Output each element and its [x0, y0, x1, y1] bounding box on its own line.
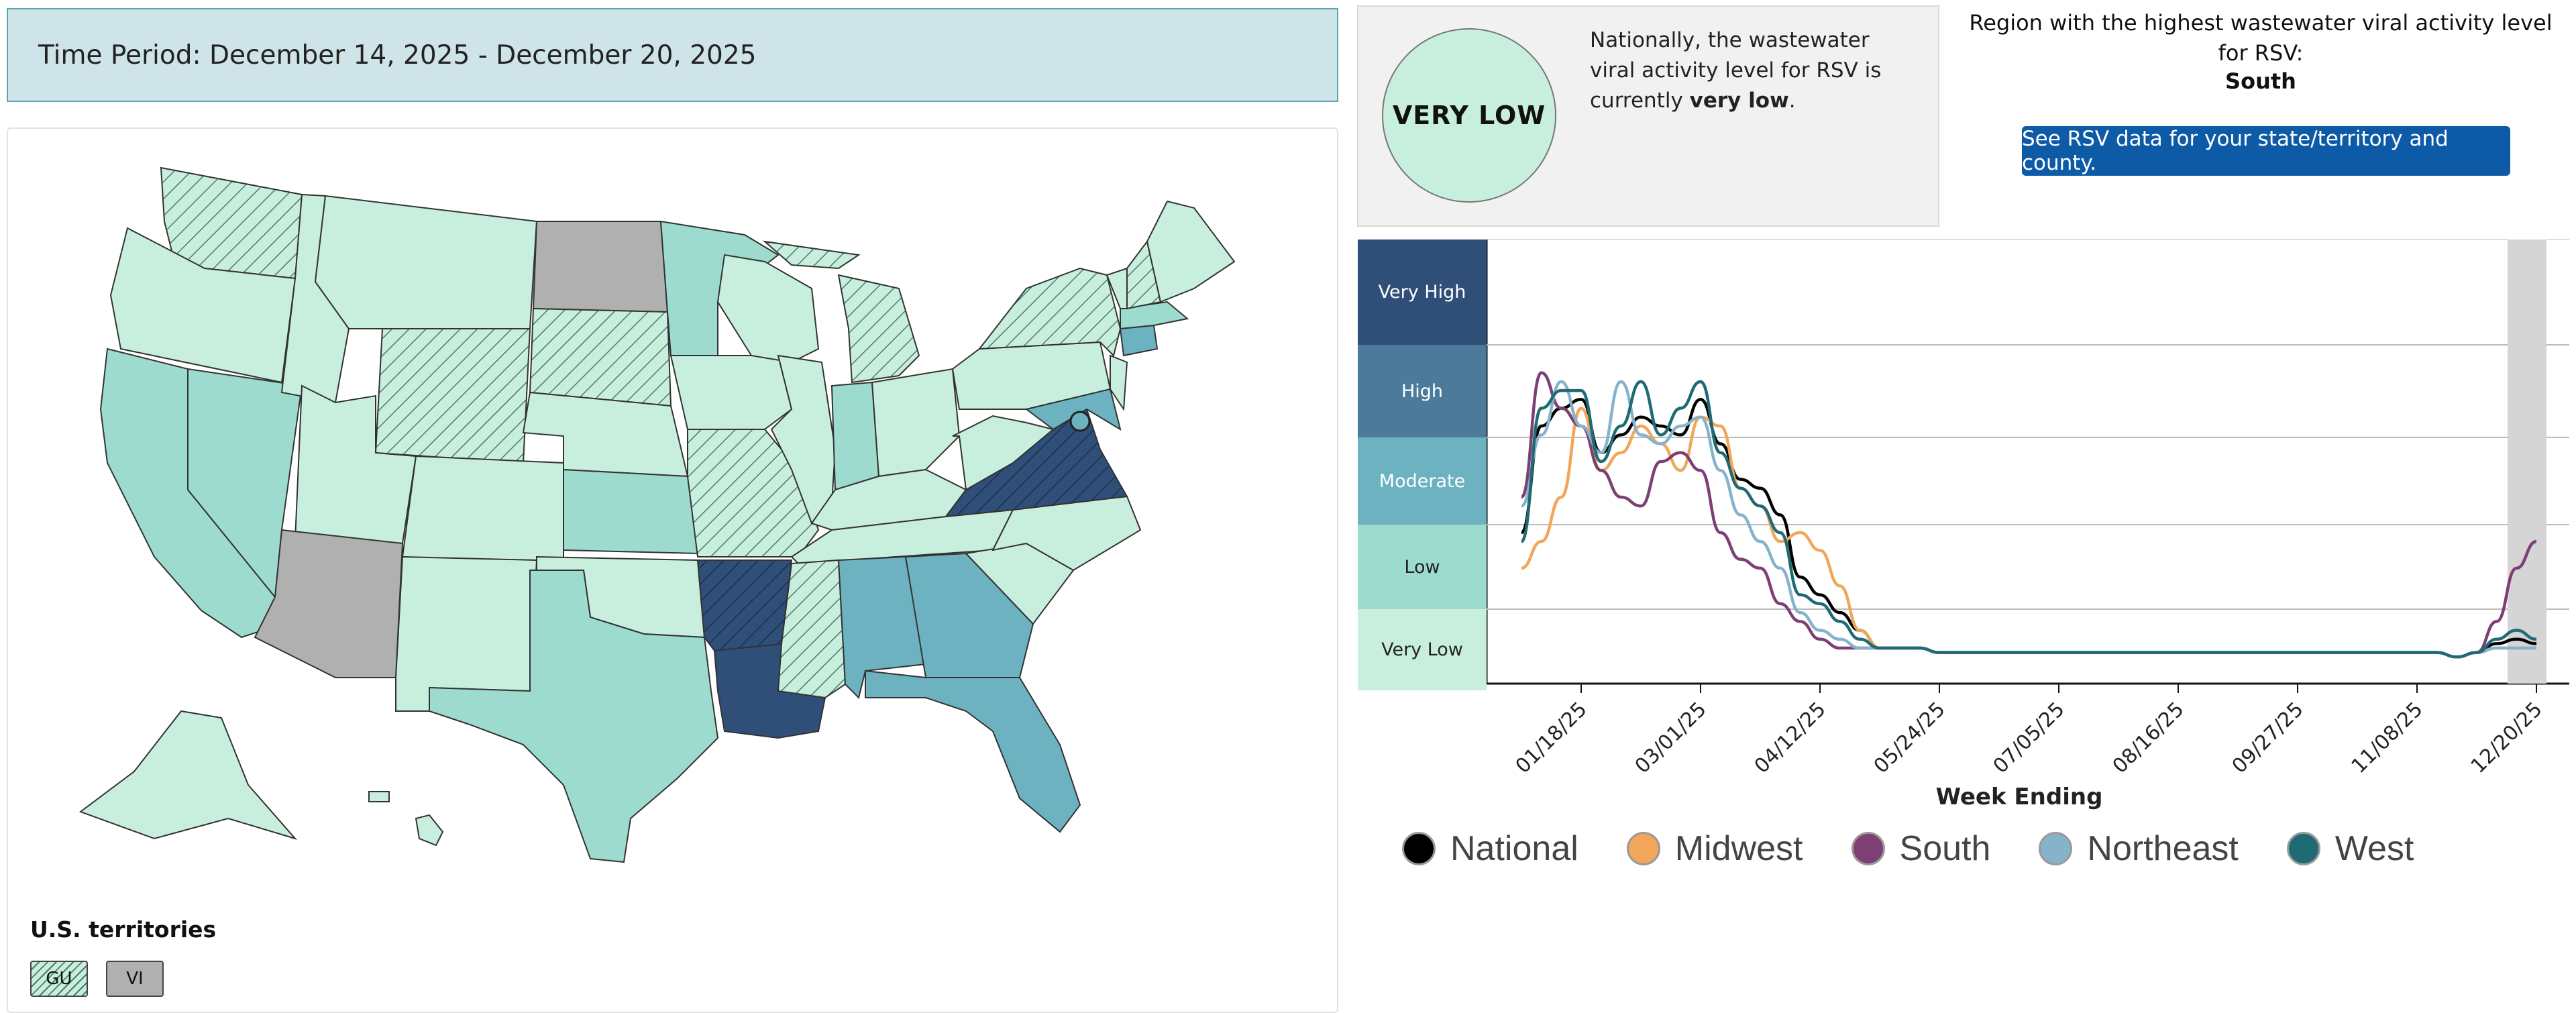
- state-arkansas[interactable]: [696, 559, 793, 652]
- state-maryland[interactable]: [1024, 388, 1122, 431]
- us-map: [78, 166, 1236, 863]
- x-tick-label: 04/12/25: [1750, 698, 1831, 776]
- legend-label: South: [1899, 829, 1991, 868]
- state-hawaii-islands[interactable]: [368, 791, 390, 802]
- state-georgia[interactable]: [904, 552, 1034, 678]
- state-colorado[interactable]: [401, 455, 564, 565]
- current-week-highlight: [2508, 239, 2546, 684]
- level-band-very-low: Very Low: [1358, 609, 1487, 690]
- legend-item-national[interactable]: National: [1402, 829, 1578, 869]
- status-text-prefix: Nationally, the wastewater viral activit…: [1590, 28, 1882, 113]
- territories-title: U.S. territories: [30, 916, 217, 943]
- state-michigan[interactable]: [837, 274, 920, 384]
- legend-dot: [1402, 832, 1436, 865]
- level-band-low: Low: [1358, 525, 1487, 609]
- x-tick-label: 11/08/25: [2347, 698, 2428, 776]
- series-line-midwest: [1521, 407, 2536, 659]
- state-north-dakota[interactable]: [532, 221, 669, 313]
- status-text-suffix: .: [1788, 89, 1796, 113]
- state-south-dakota[interactable]: [529, 307, 672, 407]
- legend-item-south[interactable]: South: [1851, 829, 1991, 869]
- highest-region-name: South: [2225, 68, 2296, 94]
- state-kansas[interactable]: [563, 468, 699, 555]
- legend-label: National: [1450, 829, 1578, 868]
- x-tick-label: 03/01/25: [1631, 698, 1711, 776]
- state-missouri[interactable]: [687, 429, 820, 557]
- level-band-very-high: Very High: [1358, 239, 1487, 345]
- territory-vi[interactable]: VI: [106, 961, 164, 997]
- state-hawaii[interactable]: [415, 814, 444, 847]
- state-arizona[interactable]: [254, 529, 404, 678]
- x-tick-label: 12/20/25: [2467, 698, 2547, 776]
- national-level-label: VERY LOW: [1392, 101, 1546, 130]
- rsv-trend-chart: 01/18/25 03/01/25 04/12/25 05/24/25 07/05/25…: [1487, 239, 2569, 776]
- x-tick-label: 08/16/25: [2108, 698, 2189, 776]
- status-text-level: very low: [1689, 89, 1789, 113]
- legend-item-west[interactable]: West: [2286, 829, 2414, 869]
- x-tick-label: 07/05/25: [1989, 698, 2070, 776]
- series-line-northeast: [1520, 380, 2536, 659]
- territory-gu-label: GU: [46, 969, 72, 989]
- territory-gu[interactable]: GU: [30, 961, 88, 997]
- state-michigan-upper[interactable]: [762, 240, 861, 270]
- state-wisconsin[interactable]: [716, 254, 820, 364]
- state-montana[interactable]: [314, 195, 538, 329]
- dc-marker[interactable]: [1069, 411, 1091, 432]
- state-new-mexico[interactable]: [395, 555, 538, 712]
- legend-item-northeast[interactable]: Northeast: [2039, 829, 2239, 869]
- legend-dot: [1626, 832, 1660, 865]
- time-period-text: Time Period: December 14, 2025 - Decembe…: [38, 40, 757, 70]
- national-status-text: Nationally, the wastewater viral activit…: [1590, 25, 1912, 116]
- legend-dot: [2039, 832, 2073, 865]
- x-tick-label: 09/27/25: [2228, 698, 2308, 776]
- series-line-west: [1519, 380, 2537, 659]
- x-tick-label: 05/24/25: [1870, 698, 1950, 776]
- state-west-virginia[interactable]: [952, 415, 1055, 491]
- level-band: Very High High Moderate Low Very Low: [1358, 239, 1487, 690]
- x-axis-title: Week Ending: [1935, 784, 2103, 810]
- state-massachusetts[interactable]: [1120, 301, 1189, 330]
- legend-dot: [2286, 832, 2320, 865]
- state-texas[interactable]: [429, 570, 719, 863]
- state-connecticut[interactable]: [1119, 324, 1159, 357]
- national-level-circle: VERY LOW: [1382, 28, 1556, 203]
- legend-label: Midwest: [1674, 829, 1803, 868]
- state-iowa[interactable]: [669, 355, 793, 430]
- state-wyoming[interactable]: [374, 328, 531, 464]
- level-band-high: High: [1358, 345, 1487, 437]
- territory-vi-label: VI: [126, 969, 144, 989]
- legend-dot: [1851, 832, 1885, 865]
- time-period-banner: Time Period: December 14, 2025 - Decembe…: [7, 8, 1338, 102]
- state-indiana[interactable]: [830, 381, 880, 491]
- state-florida[interactable]: [865, 670, 1081, 833]
- legend-label: West: [2334, 829, 2414, 868]
- see-state-data-button[interactable]: See RSV data for your state/territory an…: [2022, 126, 2510, 176]
- state-maine[interactable]: [1146, 200, 1236, 303]
- state-new-york[interactable]: [977, 267, 1122, 357]
- legend-item-midwest[interactable]: Midwest: [1626, 829, 1803, 869]
- state-alaska[interactable]: [78, 710, 298, 840]
- x-tick-label: 01/18/25: [1511, 698, 1592, 776]
- state-ohio[interactable]: [871, 368, 961, 478]
- state-new-jersey[interactable]: [1110, 354, 1128, 411]
- chart-legend: National Midwest South Northeast West: [1402, 825, 2462, 872]
- highest-region-heading: Region with the highest wastewater viral…: [1969, 10, 2553, 66]
- legend-label: Northeast: [2087, 829, 2239, 868]
- level-band-moderate: Moderate: [1358, 437, 1487, 525]
